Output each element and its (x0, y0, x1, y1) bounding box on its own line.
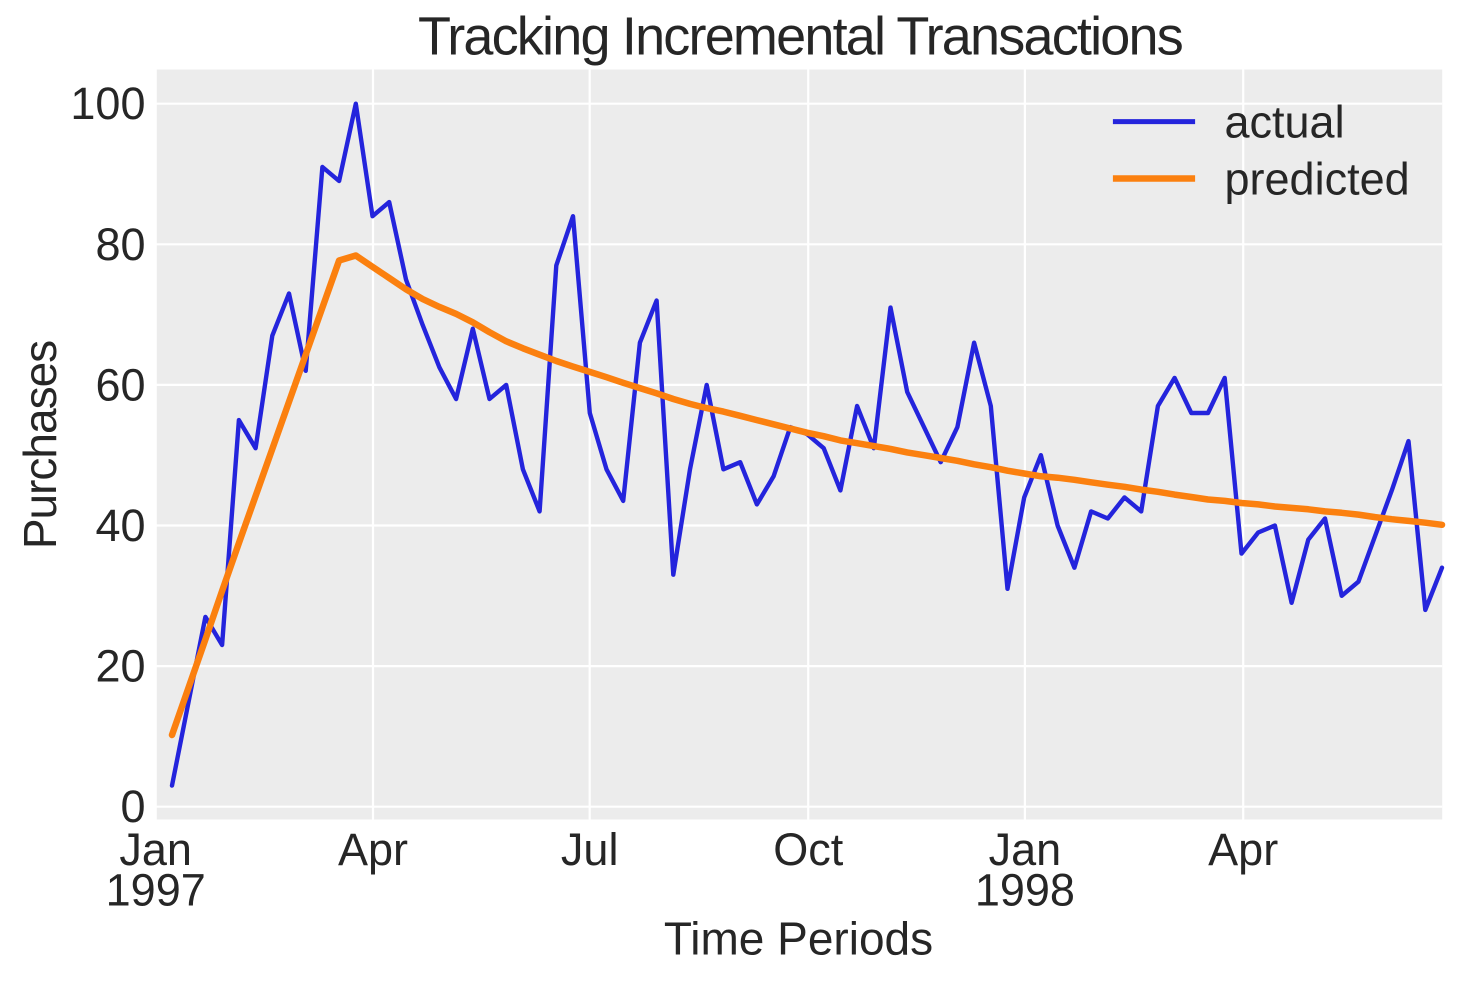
svg-text:Oct: Oct (773, 824, 844, 875)
svg-text:Apr: Apr (338, 824, 408, 875)
svg-text:1998: 1998 (975, 864, 1075, 915)
svg-text:1997: 1997 (106, 864, 206, 915)
svg-text:0: 0 (120, 781, 145, 832)
svg-text:Jul: Jul (561, 824, 619, 875)
svg-text:100: 100 (70, 78, 145, 129)
svg-text:Jan: Jan (119, 824, 192, 875)
svg-text:Jan: Jan (989, 824, 1062, 875)
svg-text:Tracking Incremental Transacti: Tracking Incremental Transactions (418, 7, 1183, 67)
svg-text:80: 80 (95, 219, 145, 270)
svg-text:actual: actual (1225, 96, 1345, 147)
svg-text:predicted: predicted (1225, 154, 1410, 205)
svg-text:20: 20 (95, 641, 145, 692)
svg-text:Purchases: Purchases (14, 341, 66, 549)
svg-text:40: 40 (95, 500, 145, 551)
svg-text:Apr: Apr (1208, 824, 1278, 875)
svg-text:60: 60 (95, 359, 145, 410)
svg-text:Time Periods: Time Periods (664, 913, 933, 965)
